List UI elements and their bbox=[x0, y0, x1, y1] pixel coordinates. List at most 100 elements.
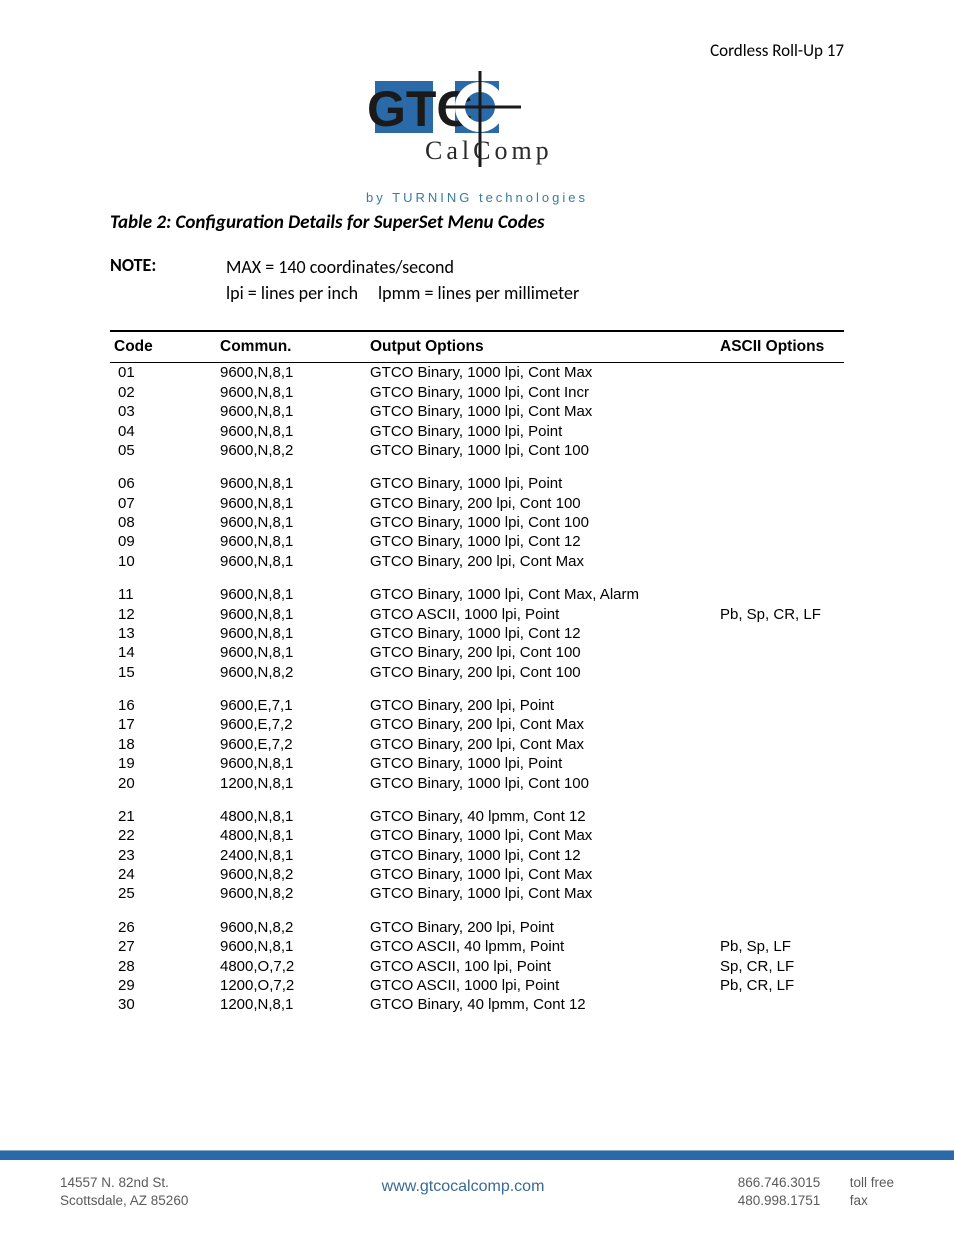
cell-ascii bbox=[720, 513, 844, 532]
note-line-2b: lpmm = lines per millimeter bbox=[378, 282, 579, 304]
cell-ascii bbox=[720, 552, 844, 571]
cell-commun: 9600,N,8,1 bbox=[220, 937, 370, 956]
cell-commun: 4800,N,8,1 bbox=[220, 807, 370, 826]
cell-ascii bbox=[720, 865, 844, 884]
cell-commun: 9600,N,8,2 bbox=[220, 884, 370, 903]
brand-logo: GTC CalComp by TURNING technologies bbox=[110, 71, 844, 205]
cell-output: GTCO Binary, 1000 lpi, Cont 12 bbox=[370, 532, 720, 551]
table-group-gap bbox=[110, 682, 844, 696]
cell-output: GTCO ASCII, 1000 lpi, Point bbox=[370, 976, 720, 995]
table-group-gap bbox=[110, 460, 844, 474]
cell-output: GTCO Binary, 1000 lpi, Cont 100 bbox=[370, 513, 720, 532]
cell-code: 11 bbox=[110, 585, 220, 604]
cell-output: GTCO Binary, 1000 lpi, Cont 100 bbox=[370, 773, 720, 792]
table-row: 269600,N,8,2GTCO Binary, 200 lpi, Point bbox=[110, 918, 844, 937]
cell-output: GTCO Binary, 200 lpi, Cont Max bbox=[370, 735, 720, 754]
table-header-row: Code Commun. Output Options ASCII Option… bbox=[110, 331, 844, 363]
table-row: 079600,N,8,1GTCO Binary, 200 lpi, Cont 1… bbox=[110, 493, 844, 512]
cell-commun: 1200,O,7,2 bbox=[220, 976, 370, 995]
cell-commun: 1200,N,8,1 bbox=[220, 995, 370, 1014]
table-row: 259600,N,8,2GTCO Binary, 1000 lpi, Cont … bbox=[110, 884, 844, 903]
cell-commun: 9600,E,7,2 bbox=[220, 735, 370, 754]
footer-accent-bar bbox=[0, 1150, 954, 1160]
cell-output: GTCO Binary, 200 lpi, Point bbox=[370, 918, 720, 937]
cell-output: GTCO Binary, 1000 lpi, Cont Max bbox=[370, 363, 720, 383]
cell-code: 12 bbox=[110, 604, 220, 623]
footer-phone-fax: 480.998.1751 bbox=[738, 1192, 838, 1210]
cell-code: 30 bbox=[110, 995, 220, 1014]
cell-ascii bbox=[720, 845, 844, 864]
cell-output: GTCO Binary, 40 lpmm, Cont 12 bbox=[370, 995, 720, 1014]
cell-code: 15 bbox=[110, 662, 220, 681]
footer-website: www.gtcocalcomp.com bbox=[382, 1174, 545, 1196]
cell-commun: 9600,N,8,2 bbox=[220, 918, 370, 937]
cell-commun: 9600,N,8,2 bbox=[220, 441, 370, 460]
table-group-gap bbox=[110, 571, 844, 585]
cell-commun: 9600,N,8,1 bbox=[220, 513, 370, 532]
cell-ascii bbox=[720, 696, 844, 715]
table-row: 201200,N,8,1GTCO Binary, 1000 lpi, Cont … bbox=[110, 773, 844, 792]
cell-commun: 9600,N,8,1 bbox=[220, 383, 370, 402]
table-row: 069600,N,8,1GTCO Binary, 1000 lpi, Point bbox=[110, 474, 844, 493]
table-row: 089600,N,8,1GTCO Binary, 1000 lpi, Cont … bbox=[110, 513, 844, 532]
cell-code: 01 bbox=[110, 363, 220, 383]
cell-code: 02 bbox=[110, 383, 220, 402]
cell-output: GTCO Binary, 1000 lpi, Cont 12 bbox=[370, 845, 720, 864]
cell-output: GTCO Binary, 1000 lpi, Cont Max bbox=[370, 865, 720, 884]
table-row: 029600,N,8,1GTCO Binary, 1000 lpi, Cont … bbox=[110, 383, 844, 402]
cell-output: GTCO Binary, 1000 lpi, Cont 12 bbox=[370, 624, 720, 643]
table-row: 039600,N,8,1GTCO Binary, 1000 lpi, Cont … bbox=[110, 402, 844, 421]
cell-code: 24 bbox=[110, 865, 220, 884]
table-row: 284800,O,7,2GTCO ASCII, 100 lpi, PointSp… bbox=[110, 956, 844, 975]
cell-commun: 2400,N,8,1 bbox=[220, 845, 370, 864]
cell-ascii bbox=[720, 402, 844, 421]
cell-output: GTCO ASCII, 40 lpmm, Point bbox=[370, 937, 720, 956]
brand-byline: by TURNING technologies bbox=[110, 190, 844, 205]
cell-output: GTCO Binary, 200 lpi, Cont 100 bbox=[370, 643, 720, 662]
cell-commun: 9600,N,8,1 bbox=[220, 421, 370, 440]
footer-label-tollfree: toll free bbox=[850, 1174, 894, 1192]
cell-code: 18 bbox=[110, 735, 220, 754]
footer-phones: 866.746.3015 toll free 480.998.1751 fax bbox=[738, 1174, 894, 1210]
page-header-label: Cordless Roll-Up 17 bbox=[110, 40, 844, 61]
col-header-ascii: ASCII Options bbox=[720, 331, 844, 363]
cell-code: 23 bbox=[110, 845, 220, 864]
cell-commun: 9600,N,8,1 bbox=[220, 363, 370, 383]
cell-code: 22 bbox=[110, 826, 220, 845]
table-row: 189600,E,7,2GTCO Binary, 200 lpi, Cont M… bbox=[110, 735, 844, 754]
table-row: 249600,N,8,2GTCO Binary, 1000 lpi, Cont … bbox=[110, 865, 844, 884]
cell-commun: 9600,N,8,1 bbox=[220, 402, 370, 421]
table-row: 159600,N,8,2GTCO Binary, 200 lpi, Cont 1… bbox=[110, 662, 844, 681]
cell-code: 26 bbox=[110, 918, 220, 937]
cell-ascii bbox=[720, 624, 844, 643]
cell-ascii bbox=[720, 773, 844, 792]
table-row: 059600,N,8,2GTCO Binary, 1000 lpi, Cont … bbox=[110, 441, 844, 460]
cell-ascii bbox=[720, 715, 844, 734]
cell-output: GTCO Binary, 1000 lpi, Point bbox=[370, 474, 720, 493]
table-row: 214800,N,8,1GTCO Binary, 40 lpmm, Cont 1… bbox=[110, 807, 844, 826]
cell-code: 04 bbox=[110, 421, 220, 440]
cell-ascii bbox=[720, 735, 844, 754]
cell-commun: 9600,N,8,1 bbox=[220, 624, 370, 643]
cell-ascii: Pb, Sp, CR, LF bbox=[720, 604, 844, 623]
cell-commun: 4800,O,7,2 bbox=[220, 956, 370, 975]
cell-commun: 9600,N,8,1 bbox=[220, 552, 370, 571]
table-row: 279600,N,8,1GTCO ASCII, 40 lpmm, PointPb… bbox=[110, 937, 844, 956]
cell-ascii bbox=[720, 493, 844, 512]
cell-code: 20 bbox=[110, 773, 220, 792]
cell-code: 06 bbox=[110, 474, 220, 493]
cell-code: 16 bbox=[110, 696, 220, 715]
table-row: 129600,N,8,1GTCO ASCII, 1000 lpi, PointP… bbox=[110, 604, 844, 623]
cell-code: 09 bbox=[110, 532, 220, 551]
table-group-gap bbox=[110, 793, 844, 807]
cell-commun: 9600,N,8,1 bbox=[220, 754, 370, 773]
cell-commun: 9600,N,8,1 bbox=[220, 585, 370, 604]
col-header-output: Output Options bbox=[370, 331, 720, 363]
cell-ascii bbox=[720, 585, 844, 604]
cell-commun: 4800,N,8,1 bbox=[220, 826, 370, 845]
table-row: 232400,N,8,1GTCO Binary, 1000 lpi, Cont … bbox=[110, 845, 844, 864]
svg-text:CalComp: CalComp bbox=[425, 136, 553, 165]
cell-commun: 9600,E,7,2 bbox=[220, 715, 370, 734]
table-row: 099600,N,8,1GTCO Binary, 1000 lpi, Cont … bbox=[110, 532, 844, 551]
cell-output: GTCO Binary, 200 lpi, Point bbox=[370, 696, 720, 715]
